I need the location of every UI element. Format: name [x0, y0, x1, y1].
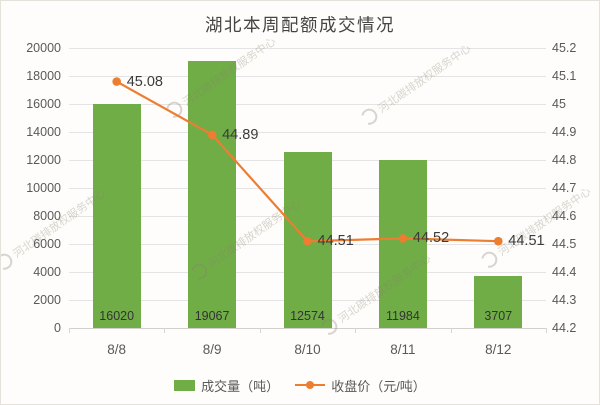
right-axis-tick-label: 45 [552, 97, 566, 111]
x-axis-tick [355, 328, 357, 333]
x-axis-label: 8/8 [107, 342, 127, 357]
bar-value-label: 19067 [194, 309, 230, 323]
x-axis-tick [546, 328, 547, 333]
right-axis-tick-label: 44.5 [552, 237, 577, 251]
price-marker [398, 234, 408, 243]
line-swatch-icon [295, 380, 326, 390]
right-axis-tick-label: 45.1 [552, 69, 577, 83]
price-marker [112, 77, 121, 86]
right-axis-tick-label: 44.6 [552, 209, 577, 223]
price-value-label: 44.89 [222, 126, 259, 143]
x-axis-label: 8/12 [485, 342, 512, 357]
bar-value-label: 16020 [99, 309, 135, 323]
price-value-label: 44.52 [412, 230, 450, 247]
left-axis-tick-label: 12000 [26, 153, 61, 167]
x-axis-tick [69, 328, 70, 333]
left-axis-tick-label: 2000 [33, 293, 61, 307]
x-axis-tick [450, 328, 452, 333]
gridline [69, 327, 546, 329]
bar-value-label: 12574 [290, 309, 325, 323]
legend-price-label: 收盘价（元/吨） [331, 378, 426, 394]
right-axis-tick-label: 45.2 [552, 41, 577, 55]
legend-item-volume: 成交量（吨） [174, 376, 279, 395]
x-axis-label: 8/10 [294, 342, 321, 357]
bar-value-label: 11984 [385, 309, 420, 323]
volume-bar [474, 276, 523, 328]
right-axis-tick-label: 44.8 [552, 153, 577, 167]
chart-title: 湖北本周配额成交情况 [205, 15, 395, 35]
volume-bar [378, 160, 427, 328]
gridline [69, 131, 546, 133]
bar-swatch-icon [174, 379, 196, 391]
right-axis-tick-label: 44.2 [552, 321, 577, 335]
legend: 成交量（吨） 收盘价（元/吨） [1, 374, 599, 396]
right-axis-tick-label: 44.3 [552, 293, 577, 307]
left-axis-tick-label: 10000 [26, 181, 61, 195]
gridline [69, 47, 546, 49]
volume-bar [188, 61, 237, 328]
gridline [69, 75, 546, 77]
x-axis-tick [164, 328, 166, 333]
left-axis-tick-label: 14000 [26, 125, 61, 139]
right-axis-tick-label: 44.7 [552, 181, 577, 195]
bar-value-label: 3707 [484, 309, 513, 323]
gridline [69, 103, 546, 105]
left-axis-tick-label: 20000 [26, 41, 61, 55]
left-axis-tick-label: 4000 [33, 265, 61, 279]
line-swatch-dot-icon [306, 381, 315, 389]
price-value-label: 44.51 [508, 233, 545, 250]
price-marker [207, 130, 217, 140]
x-axis-tick [259, 328, 261, 333]
x-axis-label: 8/9 [202, 342, 222, 357]
legend-volume-label: 成交量（吨） [201, 378, 280, 394]
left-axis-tick-label: 0 [54, 321, 61, 335]
right-axis-tick-label: 44.9 [552, 125, 577, 139]
left-axis-tick-label: 16000 [26, 97, 61, 111]
x-axis-label: 8/11 [390, 342, 416, 357]
price-value-label: 45.08 [126, 73, 163, 90]
left-axis-tick-label: 8000 [33, 209, 61, 223]
volume-bar [92, 103, 141, 328]
price-marker [303, 236, 312, 246]
left-axis-tick-label: 18000 [26, 69, 61, 83]
right-axis-tick-label: 44.4 [552, 265, 577, 279]
price-value-label: 44.51 [317, 233, 354, 250]
price-marker [494, 236, 503, 246]
left-axis-tick-label: 6000 [33, 237, 61, 251]
legend-item-price: 收盘价（元/吨） [295, 376, 426, 395]
